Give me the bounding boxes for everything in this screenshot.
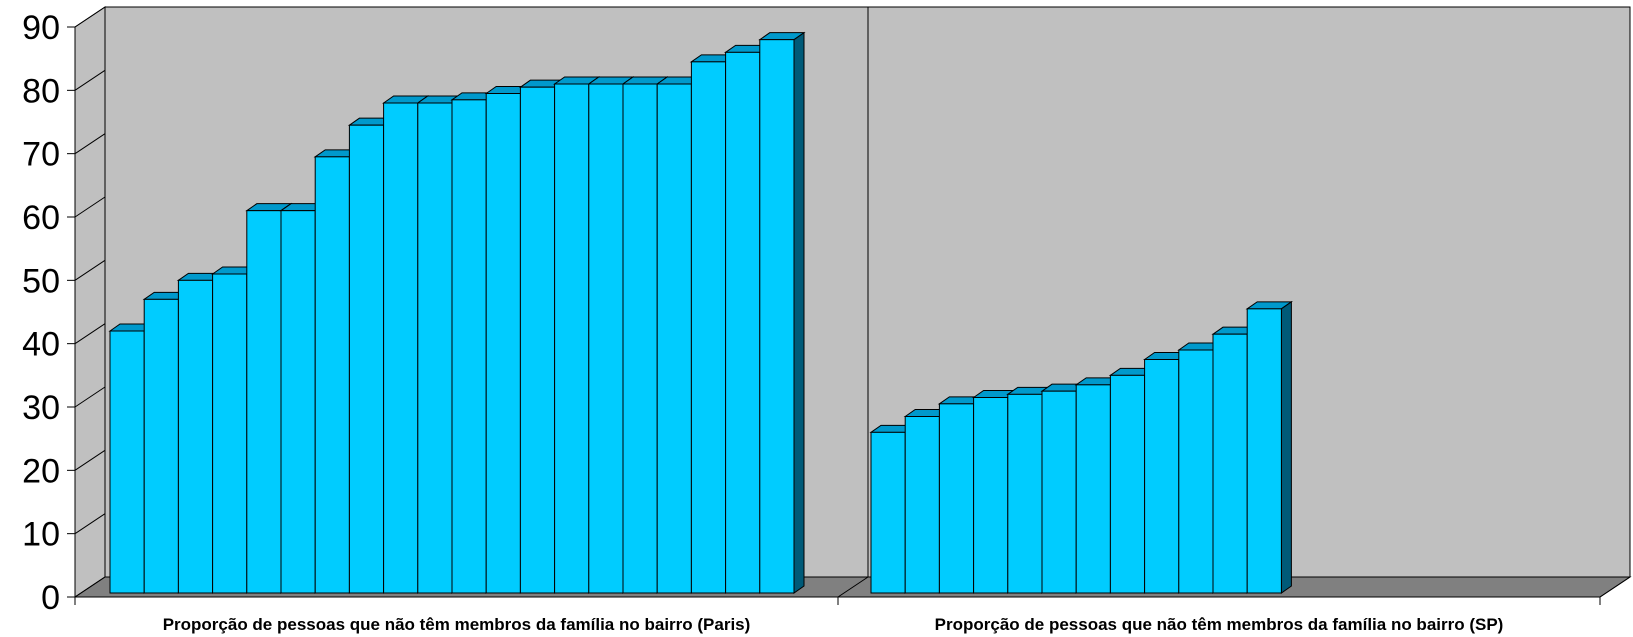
y-tick-label: 70 <box>22 136 60 174</box>
bar-front <box>938 403 975 594</box>
bar-front <box>177 279 214 594</box>
y-tick-label: 0 <box>41 579 60 617</box>
bar-side <box>793 31 805 594</box>
y-tick-label: 30 <box>22 389 60 427</box>
y-tick-label: 40 <box>22 326 60 364</box>
bar-front <box>485 93 521 594</box>
y-tick-label: 60 <box>22 199 60 237</box>
bar-front <box>1144 359 1180 594</box>
y-tick-depth-line <box>74 386 106 408</box>
y-tick-depth-line <box>74 513 106 535</box>
floor-divider <box>1599 576 1631 598</box>
bar-front <box>904 416 940 594</box>
category-label: Proporção de pessoas que não têm membros… <box>163 615 751 634</box>
bar-front <box>870 431 906 594</box>
y-tick-depth-line <box>74 6 106 28</box>
bar-front <box>280 210 316 594</box>
side-wall <box>74 6 106 598</box>
y-tick-depth-line <box>74 196 106 218</box>
bars <box>108 31 1293 594</box>
y-tick-depth-line <box>74 323 106 345</box>
bar-front <box>143 298 179 594</box>
bar-front <box>1178 349 1214 594</box>
bar-front <box>973 397 1009 594</box>
y-tick-depth-line <box>74 449 106 471</box>
bar-front <box>588 83 624 594</box>
bar-front <box>1075 384 1111 594</box>
bar-front <box>451 99 487 594</box>
y-tick-label: 20 <box>22 452 60 490</box>
bar-front <box>519 86 556 594</box>
bar-front <box>383 102 419 594</box>
bar-side <box>1280 300 1292 594</box>
bar-front <box>212 273 248 594</box>
bar-front <box>1246 308 1282 594</box>
axes <box>67 6 1601 605</box>
y-tick-label: 10 <box>22 516 60 554</box>
bar-front <box>1041 390 1077 594</box>
bar-front <box>109 330 145 594</box>
bar-front <box>1212 333 1248 594</box>
y-tick-depth-line <box>74 133 106 155</box>
y-tick-depth-line <box>74 576 106 598</box>
bar-front <box>417 102 453 594</box>
bar-front <box>656 83 692 594</box>
bar-front <box>1109 374 1146 594</box>
category-label: Proporção de pessoas que não têm membros… <box>935 615 1504 634</box>
bar-front <box>759 39 795 594</box>
bar <box>758 31 806 594</box>
bar-front <box>1007 393 1043 594</box>
bar-front <box>246 210 282 594</box>
floor-divider <box>837 576 869 598</box>
y-tick-label: 50 <box>22 262 60 300</box>
bar-front <box>554 83 590 594</box>
y-tick-label: 90 <box>22 9 60 47</box>
bar-front <box>690 61 727 594</box>
bar-front <box>725 51 761 594</box>
bar-front <box>348 124 385 594</box>
bar-front <box>622 83 658 594</box>
labels: 0 10 20 30 40 50 60 70 80 90 Proporção de pessoas … <box>22 9 1503 634</box>
y-tick-label: 80 <box>22 72 60 110</box>
bar-front <box>314 156 350 594</box>
bar <box>1245 300 1293 594</box>
y-tick-depth-line <box>74 69 106 91</box>
y-tick-depth-line <box>74 259 106 281</box>
